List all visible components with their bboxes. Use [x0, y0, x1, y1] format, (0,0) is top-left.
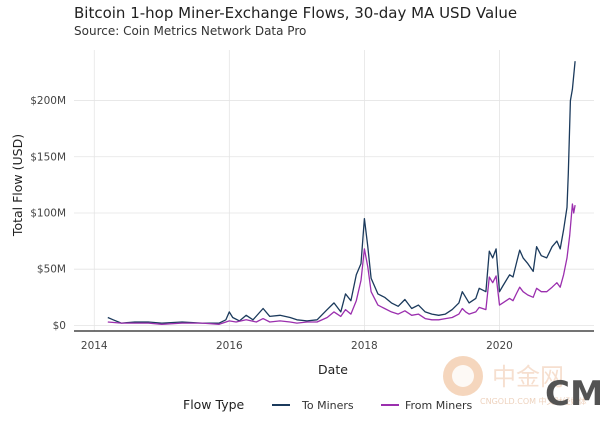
- y-axis-title: Total Flow (USD): [10, 134, 25, 237]
- legend: Flow Type To Miners From Miners: [183, 397, 473, 412]
- x-axis-title: Date: [318, 362, 348, 377]
- chart-title: Bitcoin 1-hop Miner-Exchange Flows, 30-d…: [74, 4, 518, 22]
- y-tick-label: $100M: [30, 207, 66, 219]
- x-tick-label: 2014: [81, 340, 108, 352]
- y-tick-label: $50M: [37, 264, 66, 276]
- y-tick-label: $0: [53, 320, 66, 332]
- y-tick-label: $150M: [30, 151, 66, 163]
- series-layer: [107, 61, 576, 325]
- y-axis-ticks: $0 $50M $100M $150M $200M: [30, 95, 66, 332]
- grid-lines: [74, 50, 594, 331]
- watermark-text: 中金网: [492, 363, 564, 391]
- watermark-logo: CM: [545, 374, 600, 414]
- legend-label-to-miners: To Miners: [301, 399, 354, 412]
- x-tick-label: 2020: [486, 340, 513, 352]
- legend-title: Flow Type: [183, 397, 245, 412]
- x-tick-label: 2016: [216, 340, 243, 352]
- legend-label-from-miners: From Miners: [405, 399, 473, 412]
- x-tick-label: 2018: [351, 340, 378, 352]
- series-line-from-miners: [107, 203, 576, 325]
- chart-subtitle: Source: Coin Metrics Network Data Pro: [74, 24, 307, 38]
- series-line-to-miners: [107, 61, 576, 324]
- y-tick-label: $200M: [30, 95, 66, 107]
- x-axis-ticks: 2014 2016 2018 2020: [81, 340, 513, 352]
- watermark-coin-inner: [452, 365, 474, 387]
- watermark-subtext: CNGOLD.COM 中文财经媒体: [480, 396, 587, 406]
- watermark: 中金网 CNGOLD.COM 中文财经媒体 CM: [443, 356, 600, 414]
